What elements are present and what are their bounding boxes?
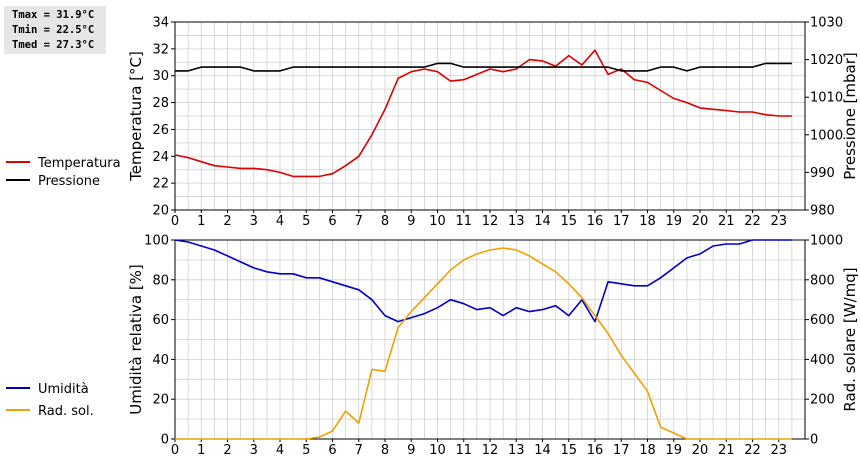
x-tick-label: 14 — [534, 443, 551, 458]
x-tick-label: 16 — [587, 443, 604, 458]
y2-tick-label: 200 — [810, 393, 835, 408]
x-tick-label: 15 — [560, 443, 577, 458]
x-tick-label: 15 — [560, 214, 577, 229]
chart-2: 0 1 2 3 4 5 6 7 8 9 10 11 12 13 14 15 16 17 18 19 20 21 22 2302… — [127, 234, 859, 459]
x-tick-label: 0 — [171, 214, 179, 229]
x-tick-label: 9 — [407, 443, 415, 458]
x-tick-label: 5 — [302, 443, 310, 458]
x-tick-label: 18 — [639, 214, 656, 229]
x-tick-label: 17 — [613, 214, 630, 229]
x-tick-label: 14 — [534, 214, 551, 229]
y-tick-label: 22 — [152, 177, 169, 192]
tmin-label: Tmin = 22.5°C — [12, 24, 95, 36]
series-line-pressione — [175, 62, 792, 72]
y-tick-label: 40 — [152, 353, 169, 368]
x-tick-label: 21 — [718, 443, 735, 458]
x-tick-label: 4 — [276, 214, 284, 229]
x-tick-label: 11 — [455, 214, 472, 229]
chart-1: 0 1 2 3 4 5 6 7 8 9 10 11 12 13 14 15 16 17 18 19 20 21 22 2320… — [127, 16, 859, 230]
x-tick-label: 6 — [328, 443, 336, 458]
x-tick-label: 18 — [639, 443, 656, 458]
legend-bottom: Umidità Rad. sol. — [6, 382, 94, 419]
x-tick-label: 2 — [223, 443, 231, 458]
legend-radiation-label: Rad. sol. — [38, 404, 94, 419]
y-tick-label: 80 — [152, 273, 169, 288]
y2-tick-label: 600 — [810, 313, 835, 328]
series-line-umidit — [174, 239, 792, 323]
x-tick-label: 10 — [429, 214, 446, 229]
stats-box: Tmax = 31.9°C Tmin = 22.5°C Tmed = 27.3°… — [4, 6, 106, 54]
y-axis-title: Umidità relativa [%] — [127, 264, 145, 415]
x-tick-label: 5 — [302, 214, 310, 229]
x-tick-label: 11 — [455, 443, 472, 458]
y2-tick-label: 400 — [810, 353, 835, 368]
x-tick-label: 22 — [744, 443, 761, 458]
x-tick-label: 1 — [197, 443, 205, 458]
x-tick-label: 13 — [508, 443, 525, 458]
y-tick-label: 34 — [152, 16, 169, 31]
y-tick-label: 24 — [152, 150, 169, 165]
tmax-label: Tmax = 31.9°C — [12, 9, 95, 21]
y2-tick-label: 0 — [810, 433, 818, 448]
y2-tick-label: 980 — [810, 204, 835, 219]
y-tick-label: 28 — [152, 96, 169, 111]
x-tick-label: 21 — [718, 214, 735, 229]
x-tick-label: 6 — [328, 214, 336, 229]
y2-tick-label: 1000 — [810, 128, 843, 143]
x-tick-label: 12 — [482, 214, 499, 229]
y2-tick-label: 800 — [810, 273, 835, 288]
legend-temperature-label: Temperatura — [37, 156, 121, 171]
y-tick-label: 20 — [152, 204, 169, 219]
y-tick-label: 100 — [144, 234, 169, 249]
x-tick-label: 9 — [407, 214, 415, 229]
x-tick-label: 23 — [770, 214, 787, 229]
y2-axis-title: Pressione [mbar] — [841, 52, 859, 180]
y2-tick-label: 1000 — [810, 234, 843, 249]
x-tick-label: 13 — [508, 214, 525, 229]
x-tick-label: 3 — [250, 443, 258, 458]
y-tick-label: 30 — [152, 69, 169, 84]
series-line-rad-sol — [175, 247, 792, 440]
y-tick-label: 20 — [152, 393, 169, 408]
x-tick-label: 23 — [770, 443, 787, 458]
x-tick-label: 7 — [355, 443, 363, 458]
legend-top: Temperatura Pressione — [6, 156, 121, 189]
x-tick-label: 3 — [250, 214, 258, 229]
x-tick-label: 16 — [587, 214, 604, 229]
x-tick-label: 4 — [276, 443, 284, 458]
x-tick-label: 17 — [613, 443, 630, 458]
x-tick-label: 19 — [665, 214, 682, 229]
legend-pressure-label: Pressione — [38, 174, 100, 189]
x-tick-label: 20 — [692, 214, 709, 229]
tmed-label: Tmed = 27.3°C — [12, 39, 95, 51]
y2-tick-label: 1030 — [810, 16, 843, 31]
x-tick-label: 19 — [665, 443, 682, 458]
y2-tick-label: 1010 — [810, 91, 843, 106]
x-tick-label: 1 — [197, 214, 205, 229]
y2-tick-label: 1020 — [810, 53, 843, 68]
x-tick-label: 20 — [692, 443, 709, 458]
y-tick-label: 60 — [152, 313, 169, 328]
x-tick-label: 2 — [223, 214, 231, 229]
y-axis-title: Temperatura [°C] — [127, 51, 145, 182]
legend-humidity-label: Umidità — [38, 382, 89, 397]
x-tick-label: 8 — [381, 214, 389, 229]
y2-axis-title: Rad. solare [W/mq] — [841, 267, 859, 411]
y2-tick-label: 990 — [810, 166, 835, 181]
x-tick-label: 22 — [744, 214, 761, 229]
y-tick-label: 26 — [152, 123, 169, 138]
x-tick-label: 10 — [429, 443, 446, 458]
series-line-temperatura — [174, 49, 792, 178]
y-tick-label: 32 — [152, 42, 169, 57]
x-tick-label: 7 — [355, 214, 363, 229]
x-tick-label: 8 — [381, 443, 389, 458]
x-tick-label: 12 — [482, 443, 499, 458]
x-tick-label: 0 — [171, 443, 179, 458]
y-tick-label: 0 — [161, 433, 169, 448]
